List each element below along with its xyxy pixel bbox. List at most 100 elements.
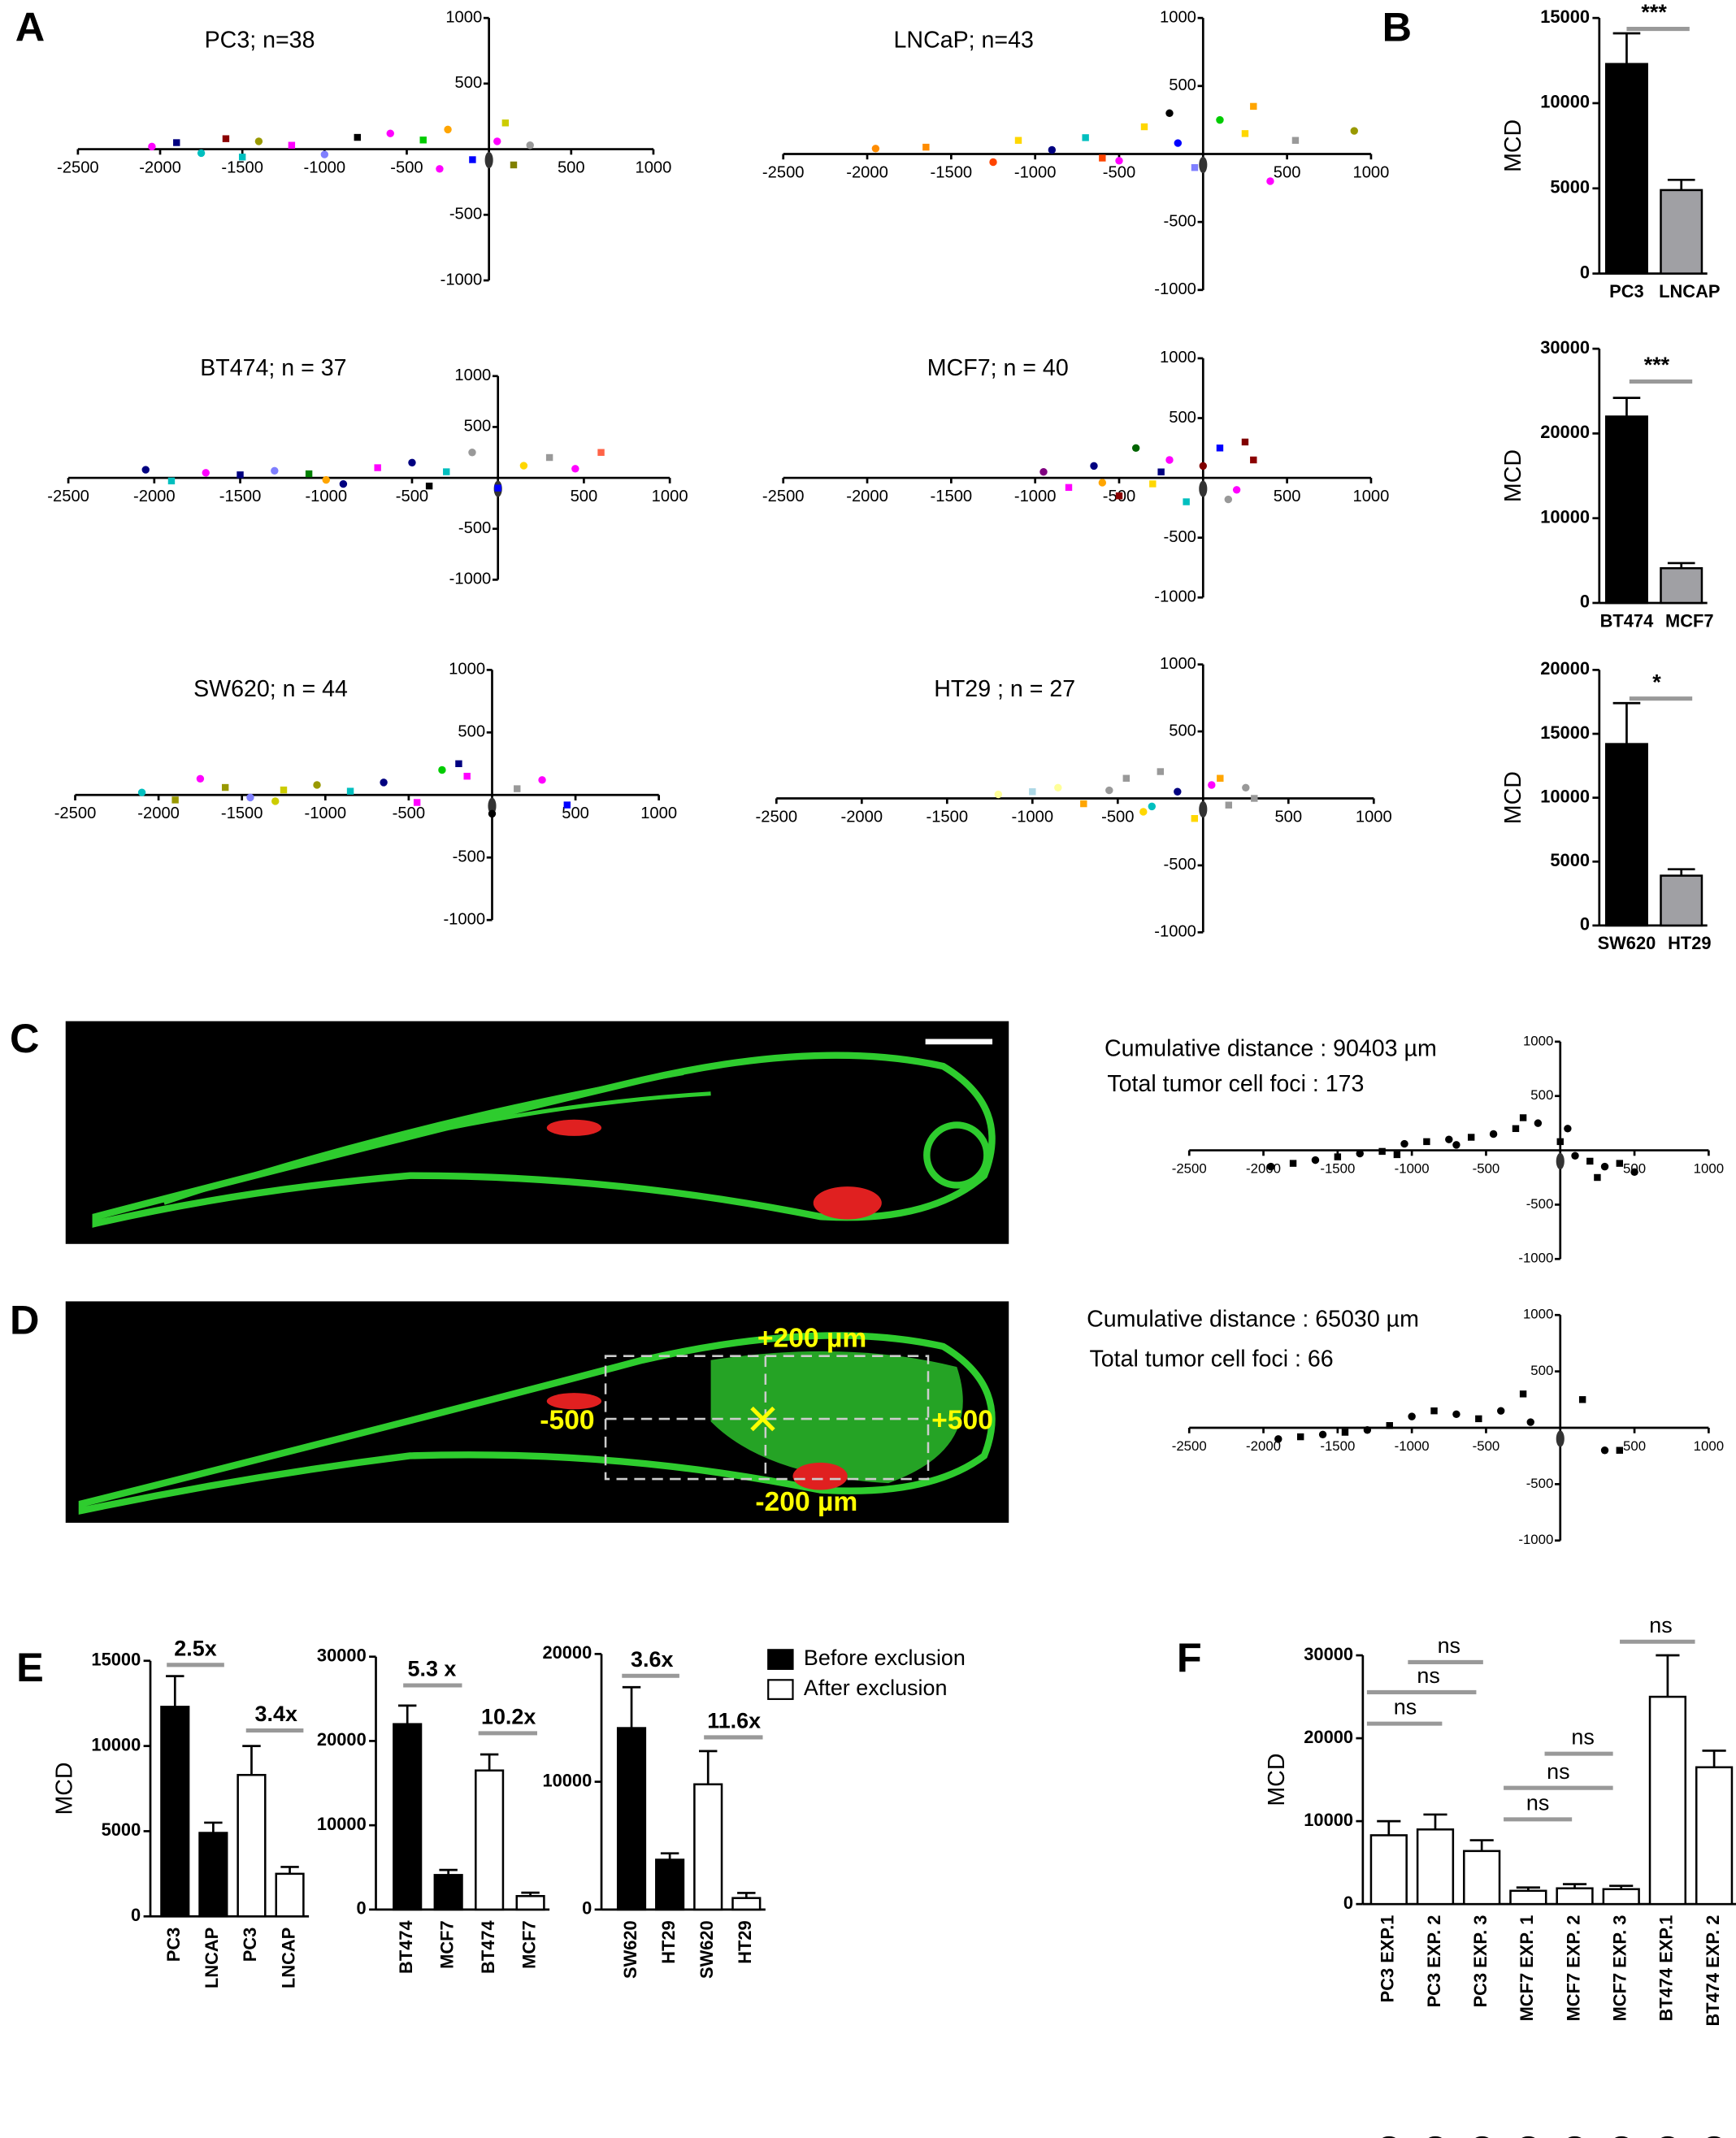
y-tick-label: -1000: [449, 570, 492, 588]
bar: [1604, 63, 1648, 275]
y-tick-label: 500: [455, 74, 483, 92]
panel-letter: F: [1177, 1634, 1202, 1680]
y-tick-label: -1000: [1154, 923, 1196, 941]
point: [222, 135, 230, 142]
point: [1039, 468, 1048, 476]
point: [237, 471, 244, 479]
x-tick-label: 500: [571, 488, 598, 505]
x-tick-label: 1000: [1694, 1438, 1724, 1454]
x-tick-label: -2000: [841, 808, 883, 826]
annotation: 2.5x: [174, 1636, 216, 1660]
point: [1250, 456, 1257, 464]
bar: [160, 1706, 190, 1918]
x-tick-label: MCF7 EXP. 3: [1610, 1915, 1630, 2022]
chart-title: LNCaP; n=43: [894, 27, 1034, 53]
point: [1054, 783, 1062, 792]
point: [1232, 486, 1241, 494]
x-tick-label: 1000: [1352, 488, 1389, 505]
origin-marker: [1199, 156, 1208, 174]
point: [408, 458, 416, 466]
point: [380, 778, 388, 787]
point: [443, 468, 450, 475]
x-tick-label: -1500: [931, 488, 973, 505]
y-tick-label: 0: [1580, 262, 1590, 282]
point: [141, 466, 150, 474]
point: [519, 462, 528, 470]
panel-letter: C: [10, 1015, 39, 1061]
point: [419, 137, 427, 144]
y-tick-label: 500: [1169, 722, 1196, 739]
point: [1311, 1156, 1320, 1164]
x-tick-label: -500: [393, 804, 425, 822]
x-tick-label: 1000: [1694, 1161, 1724, 1177]
point: [1350, 127, 1358, 135]
bar: [655, 1858, 685, 1911]
point: [1139, 808, 1148, 816]
y-tick-label: 0: [1343, 1893, 1353, 1913]
y-tick-label: 30000: [1540, 337, 1590, 358]
point: [545, 453, 553, 462]
point: [202, 469, 210, 477]
point: [354, 133, 361, 141]
image-label: -500: [540, 1405, 594, 1435]
y-tick-label: -1000: [441, 271, 483, 288]
point: [1140, 123, 1148, 131]
bar: [275, 1872, 305, 1918]
bar: [433, 1874, 463, 1911]
point: [148, 142, 156, 151]
point: [1289, 1160, 1297, 1167]
point: [137, 788, 146, 796]
point: [1191, 815, 1199, 822]
x-sublabel: (n=40): [1562, 2135, 1585, 2138]
point: [1571, 1151, 1579, 1160]
annotation: ns: [1394, 1695, 1417, 1720]
point: [1534, 1119, 1543, 1127]
bar: [1463, 1850, 1501, 1906]
x-sublabel: (n=32): [1608, 2135, 1631, 2138]
legend-swatch: [767, 1649, 794, 1670]
point: [1241, 130, 1249, 137]
annotation: *: [1652, 670, 1661, 694]
x-tick-label: PC3 EXP. 3: [1470, 1915, 1491, 2008]
point: [1157, 768, 1165, 775]
y-tick-label: -500: [1526, 1476, 1554, 1491]
point: [1363, 1426, 1372, 1434]
x-tick-label: -1000: [1014, 488, 1057, 505]
point: [571, 465, 579, 473]
x-tick-label: 1000: [636, 158, 672, 176]
point: [1489, 1130, 1498, 1138]
point: [254, 137, 263, 145]
point: [922, 143, 930, 151]
y-tick-label: -500: [1526, 1196, 1554, 1212]
x-tick-label: 500: [1274, 808, 1302, 826]
y-tick-label: 1000: [1160, 8, 1196, 26]
annotation: ***: [1644, 353, 1670, 377]
chart-title: PC3; n=38: [205, 27, 315, 53]
x-sublabel: (n=38): [1376, 2135, 1399, 2138]
point: [171, 796, 179, 804]
point: [1217, 774, 1224, 782]
bar: [237, 1773, 267, 1918]
panel-letter: D: [10, 1297, 39, 1343]
panel-letter: B: [1382, 4, 1412, 50]
y-axis-label: MCD: [1500, 119, 1526, 172]
x-tick-label: -1000: [305, 488, 347, 505]
y-tick-label: 10000: [1540, 92, 1590, 112]
legend-label: Before exclusion: [804, 1646, 966, 1670]
point: [1475, 1415, 1482, 1423]
point: [1242, 783, 1250, 792]
x-tick-label: -1000: [1014, 163, 1057, 181]
fish-image-d: [65, 1301, 1009, 1523]
point: [1098, 479, 1107, 487]
annotation: Cumulative distance : 65030 µm: [1087, 1307, 1419, 1333]
bar: [1369, 1834, 1408, 1906]
x-tick-label: SW620: [620, 1920, 640, 1979]
point: [468, 449, 476, 457]
y-tick-label: 15000: [1540, 7, 1590, 27]
x-tick-label: MCF7 EXP. 2: [1563, 1915, 1583, 2022]
point: [1183, 498, 1190, 505]
point: [1356, 1149, 1364, 1158]
point: [1578, 1396, 1586, 1403]
legend-swatch: [767, 1679, 794, 1700]
